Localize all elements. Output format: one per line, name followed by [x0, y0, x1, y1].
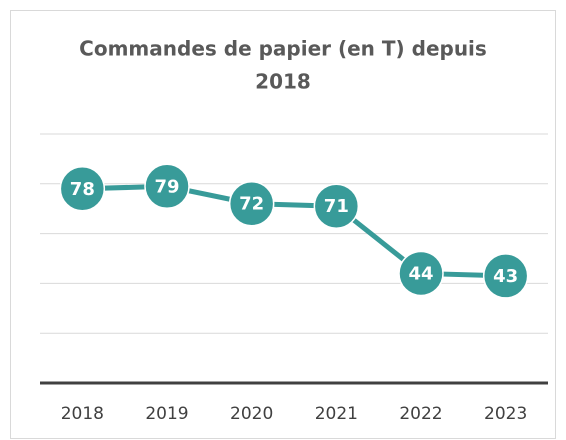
data-point [313, 183, 360, 229]
x-tick-label: 2021 [315, 404, 358, 424]
data-point [144, 163, 190, 210]
data-label: 44 [408, 263, 433, 284]
data-point [228, 180, 275, 227]
data-label: 79 [154, 176, 179, 197]
data-label: 71 [324, 196, 349, 217]
data-label: 72 [239, 194, 264, 215]
data-point [59, 166, 106, 212]
x-tick-label: 2022 [399, 404, 442, 424]
x-tick-label: 2019 [145, 404, 188, 424]
data-point [398, 250, 444, 297]
data-point [482, 253, 529, 299]
x-tick-label: 2023 [484, 404, 527, 424]
data-label: 43 [493, 266, 518, 287]
chart-title: Commandes de papier (en T) depuis [79, 37, 487, 61]
x-tick-label: 2018 [61, 404, 104, 424]
x-tick-label: 2020 [230, 404, 273, 424]
data-label: 78 [70, 179, 95, 200]
chart-title: 2018 [255, 70, 311, 94]
chart-border [10, 10, 556, 439]
